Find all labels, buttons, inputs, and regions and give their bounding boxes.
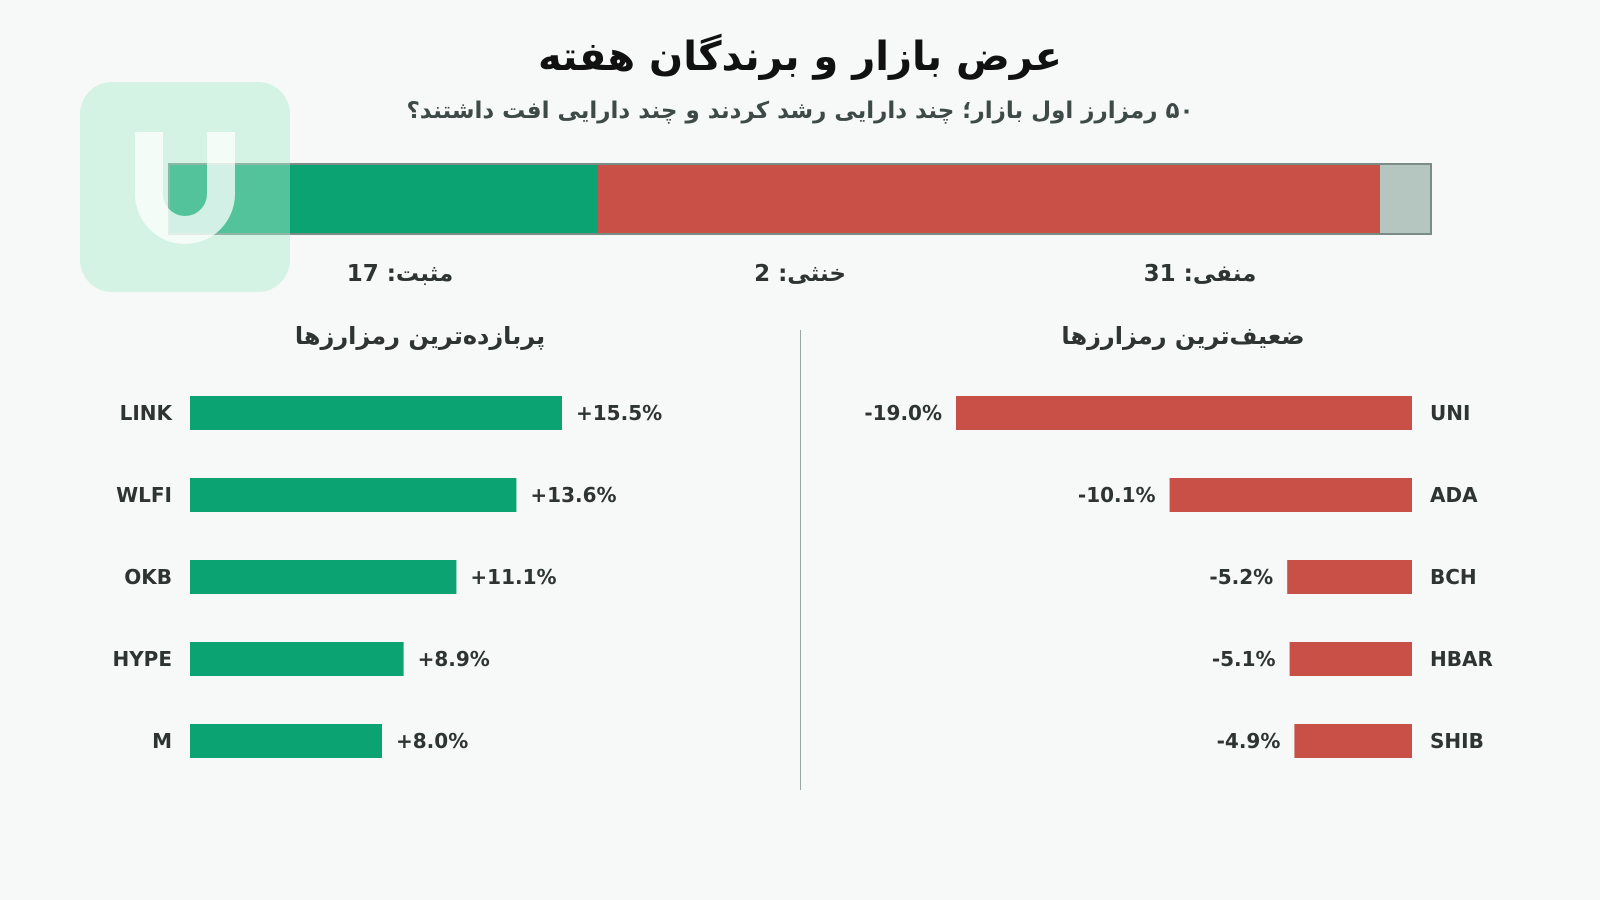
loser-bar (1294, 724, 1412, 758)
market-breadth-bar (168, 163, 1432, 235)
loser-value-label: -19.0% (864, 401, 942, 425)
logo-u-shape (135, 132, 235, 244)
loser-bar (1289, 642, 1412, 676)
gainer-value-label: +8.0% (396, 729, 468, 753)
page-subtitle: ۵۰ رمزارز اول بازار؛ چند دارایی رشد کردن… (406, 98, 1194, 124)
gainer-value-label: +8.9% (418, 647, 490, 671)
breadth-segment-negative (598, 165, 1380, 233)
breadth-segment-neutral (1379, 165, 1430, 233)
breadth-label-negative: منفی: 31 (1143, 261, 1257, 287)
loser-value-label: -5.2% (1209, 565, 1273, 589)
gainer-value-label: +13.6% (530, 483, 616, 507)
loser-value-label: -10.1% (1078, 483, 1156, 507)
gainers-title: پربازده‌ترین رمزارزها (294, 322, 546, 350)
page-title: عرض بازار و برندگان هفته (538, 34, 1062, 80)
gainer-value-label: +11.1% (470, 565, 556, 589)
loser-label: UNI (1430, 401, 1470, 425)
gainer-bar (190, 642, 404, 676)
gainer-value-label: +15.5% (576, 401, 662, 425)
breadth-label-neutral: خنثی: 2 (754, 261, 846, 287)
loser-value-label: -5.1% (1212, 647, 1276, 671)
loser-bar (1169, 478, 1412, 512)
loser-value-label: -4.9% (1217, 729, 1281, 753)
gainer-label: LINK (120, 401, 174, 425)
gainer-bar (190, 478, 517, 512)
losers-chart: UNI -19.0% ADA -10.1% BCH -5.2% HBAR -5.1% SHIB -… (864, 396, 1493, 758)
loser-label: SHIB (1430, 729, 1484, 753)
gainers-chart: LINK +15.5% WLFI +13.6% OKB +11.1% HYPE +8.9% M +… (112, 396, 662, 758)
loser-label: ADA (1430, 483, 1478, 507)
gainer-label: OKB (124, 565, 172, 589)
brand-u-logo-icon (80, 82, 290, 292)
gainer-bar (190, 396, 562, 430)
loser-bar (956, 396, 1412, 430)
loser-label: HBAR (1430, 647, 1493, 671)
gainer-bar (190, 560, 457, 594)
panel-divider (800, 330, 801, 790)
losers-title: ضعیف‌ترین رمزارزها (1061, 322, 1305, 350)
gainer-label: HYPE (112, 647, 172, 671)
gainer-label: WLFI (116, 483, 172, 507)
breadth-segment-positive (170, 165, 599, 233)
breadth-label-positive: مثبت: 17 (346, 261, 454, 287)
gainer-bar (190, 724, 382, 758)
loser-bar (1287, 560, 1412, 594)
loser-label: BCH (1430, 565, 1477, 589)
gainer-label: M (152, 729, 172, 753)
